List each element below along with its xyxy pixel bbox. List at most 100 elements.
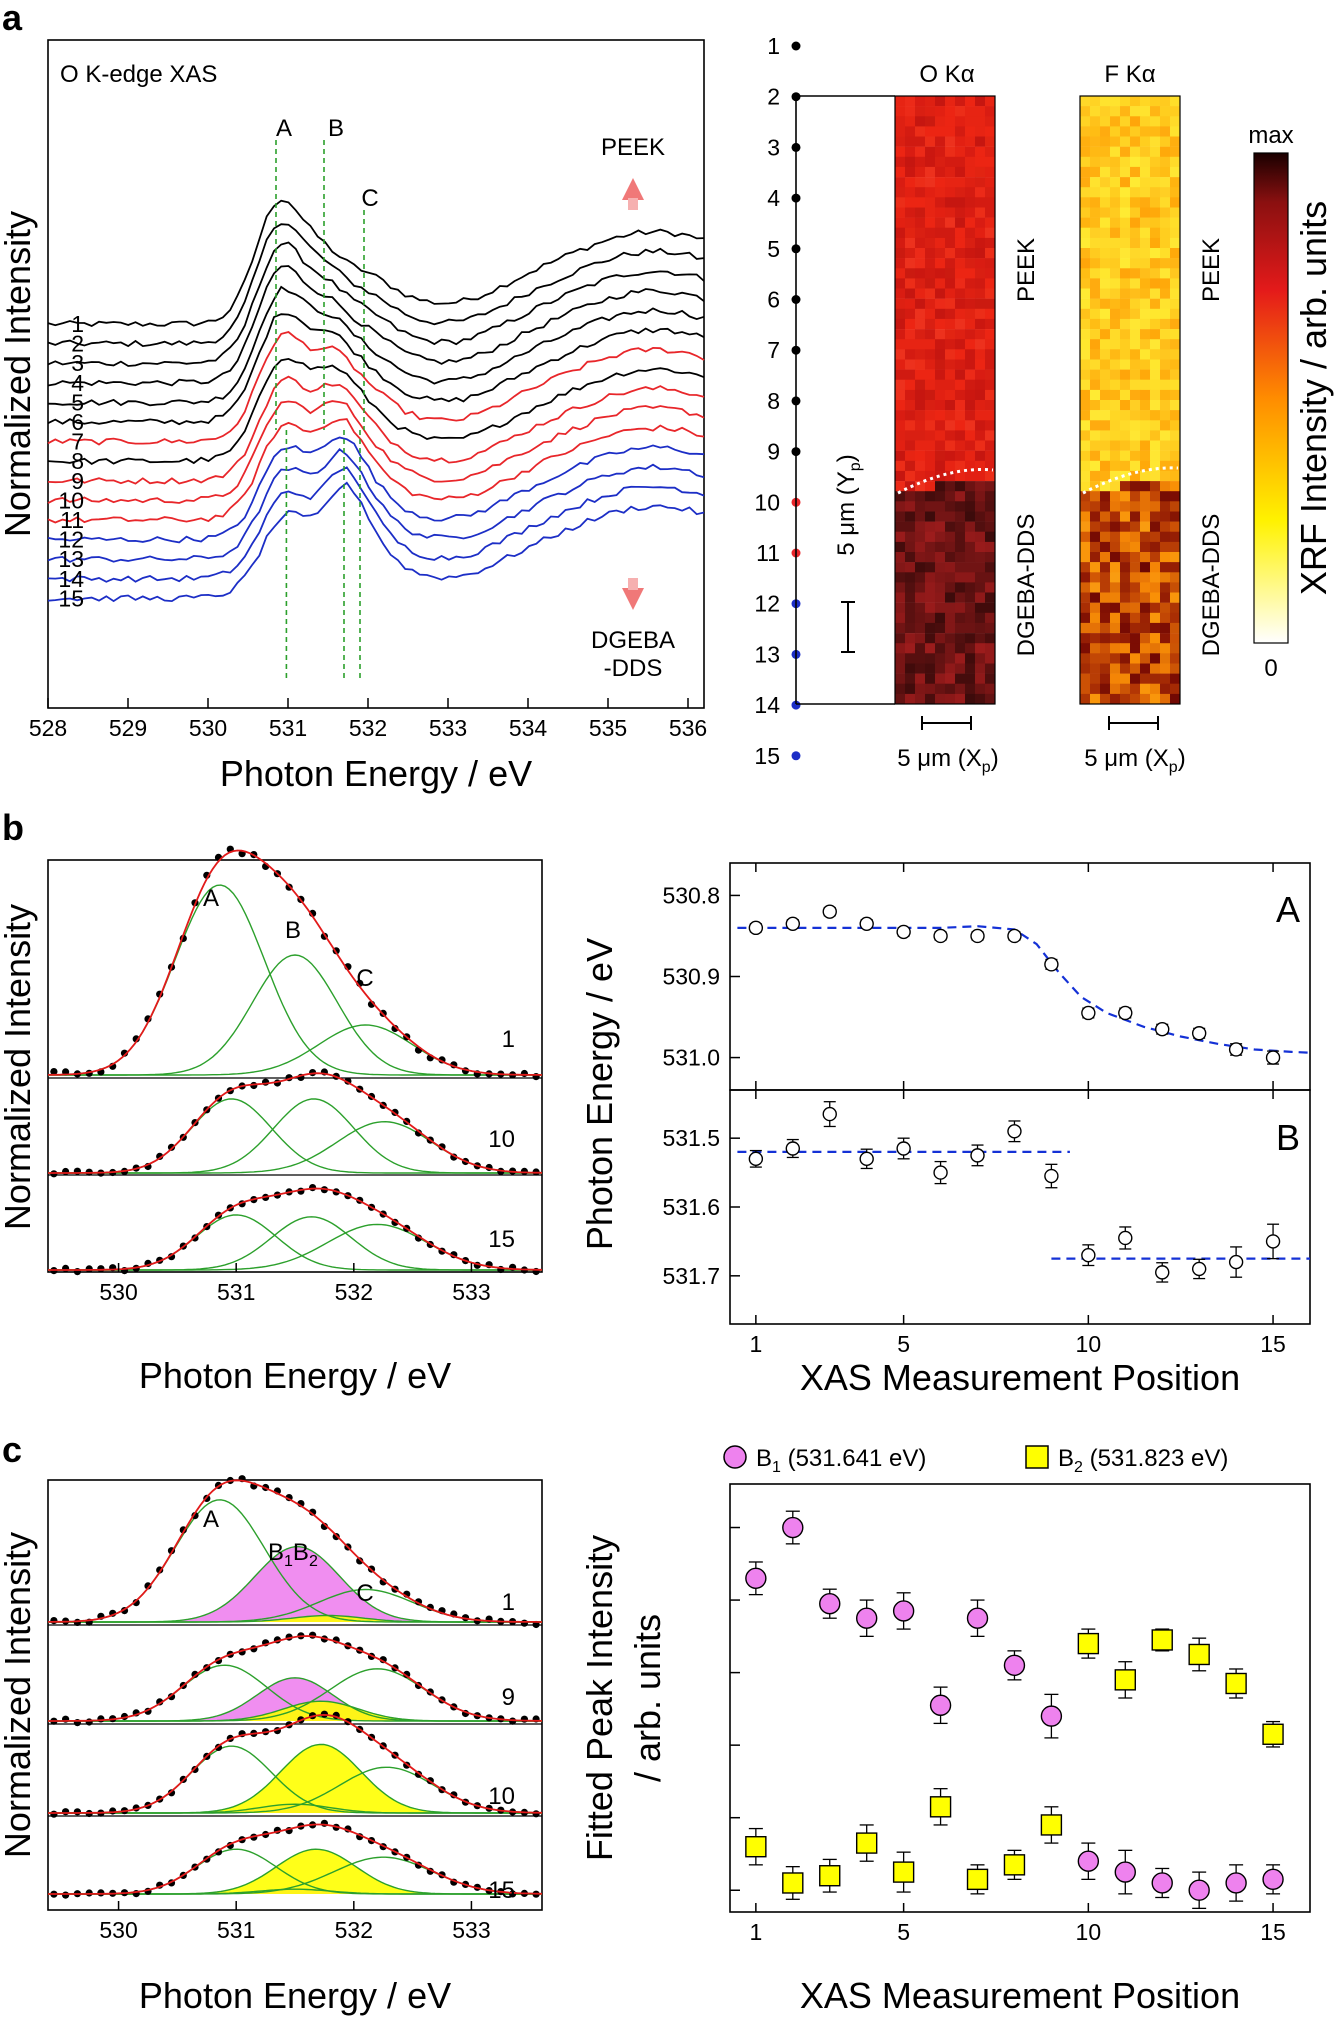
map-pixel	[945, 612, 956, 624]
peak-b-point-1	[748, 1151, 764, 1167]
map-pixel	[1090, 116, 1101, 127]
map-pixel	[925, 237, 936, 249]
map-pixel	[1110, 339, 1121, 350]
map-pixel	[1160, 197, 1171, 208]
map-pixel	[905, 531, 916, 543]
map-pixel	[965, 308, 976, 320]
map-pixel	[945, 339, 956, 350]
map-pixel	[1160, 349, 1171, 360]
map-pixel	[1080, 389, 1091, 401]
map-pixel	[1090, 400, 1101, 411]
map-pixel	[1150, 562, 1161, 573]
xas-peak-label-c: C	[361, 185, 378, 212]
map-pixel	[935, 237, 946, 249]
map-pixel	[1170, 308, 1181, 320]
map-pixel	[895, 237, 906, 249]
map-pixel	[925, 248, 936, 259]
map-pixel	[1080, 582, 1091, 593]
map-pixel	[1110, 450, 1121, 462]
map-pixel	[1150, 643, 1161, 654]
data-point-1	[50, 1617, 58, 1625]
map-pixel	[925, 227, 936, 239]
map-pixel	[915, 562, 926, 573]
map-pixel	[955, 470, 966, 482]
map-pixel	[1170, 217, 1181, 228]
map-pixel	[1140, 106, 1151, 117]
map-pixel	[975, 572, 986, 583]
map-pixel	[1130, 308, 1141, 320]
xas-spectrum-label-10: 10	[58, 487, 84, 513]
map-pixel	[1090, 389, 1101, 401]
map-pixel	[1080, 308, 1091, 320]
map-pixel	[955, 389, 966, 401]
peak-b-point-14	[1228, 1254, 1244, 1270]
map-pixel	[1130, 582, 1141, 593]
map-pixel	[965, 531, 976, 543]
map-pixel	[945, 379, 956, 391]
map-pixel	[925, 329, 936, 340]
map-pixel	[1090, 552, 1101, 563]
map-pixel	[1100, 156, 1111, 168]
map-pixel	[1140, 430, 1151, 441]
map-pixel	[1160, 420, 1171, 431]
map-pixel	[975, 197, 986, 208]
map-pixel	[1160, 612, 1171, 624]
map-pixel	[905, 552, 916, 563]
map-pixel	[965, 298, 976, 310]
map-pixel	[1140, 622, 1151, 634]
map-pixel	[1100, 410, 1111, 421]
map-pixel	[1080, 481, 1091, 492]
map-pixel	[1150, 217, 1161, 228]
fit-x-tick-label: 530	[99, 1279, 137, 1305]
map-pixel	[1150, 268, 1161, 279]
map-pixel	[985, 602, 996, 614]
map-pixel	[945, 369, 956, 380]
map-pixel	[935, 359, 946, 370]
map-pixel	[985, 369, 996, 380]
fit-total-10	[48, 1713, 543, 1814]
map-pixel	[955, 308, 966, 320]
intensity-x-tick-label: 10	[1076, 1919, 1102, 1945]
map-pixel	[955, 177, 966, 188]
map-pixel	[1130, 298, 1141, 310]
map-pixel	[945, 410, 956, 421]
map-pixel	[955, 633, 966, 644]
map-pixel	[895, 156, 906, 168]
intensity-point-B2-4	[855, 1832, 878, 1854]
map-pixel	[1100, 146, 1111, 158]
data-point-1	[520, 1619, 529, 1627]
map-pixel	[1090, 329, 1101, 340]
f-map-peek-label: PEEK	[1198, 238, 1225, 302]
map-pixel	[1120, 420, 1131, 431]
map-pixel	[1100, 653, 1111, 664]
position-label-11: 11	[756, 540, 780, 566]
f-kalpha-map	[1080, 96, 1181, 705]
map-pixel	[935, 288, 946, 299]
map-pixel	[975, 470, 986, 482]
map-pixel	[965, 166, 976, 178]
map-pixel	[905, 288, 916, 299]
map-pixel	[965, 653, 976, 664]
map-pixel	[895, 531, 906, 543]
map-pixel	[965, 420, 976, 431]
map-pixel	[1100, 389, 1111, 401]
map-pixel	[1170, 400, 1181, 411]
map-pixel	[915, 96, 926, 107]
map-pixel	[985, 552, 996, 563]
map-pixel	[1110, 633, 1121, 644]
map-pixel	[905, 410, 916, 421]
map-pixel	[1160, 177, 1171, 188]
map-pixel	[955, 643, 966, 654]
legend-b1-marker	[723, 1445, 747, 1469]
map-pixel	[1100, 440, 1111, 451]
map-pixel	[915, 612, 926, 624]
map-pixel	[1110, 126, 1121, 137]
map-pixel	[1100, 592, 1111, 603]
map-pixel	[915, 349, 926, 360]
map-pixel	[945, 227, 956, 239]
map-pixel	[1100, 197, 1111, 208]
map-pixel	[1150, 166, 1161, 178]
map-pixel	[1170, 491, 1181, 502]
map-pixel	[1170, 278, 1181, 289]
